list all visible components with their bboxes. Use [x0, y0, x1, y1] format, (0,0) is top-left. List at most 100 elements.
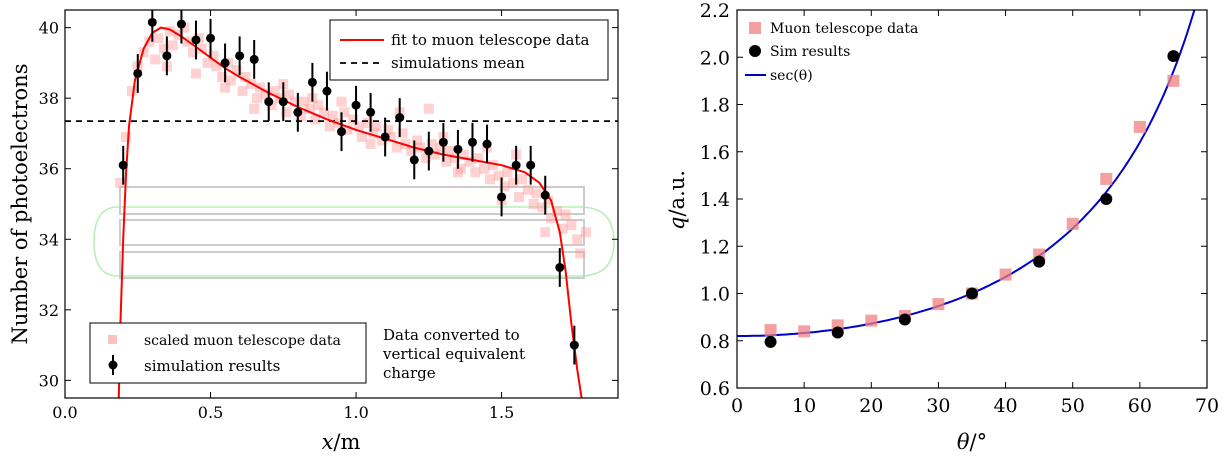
sim-point [1033, 255, 1046, 268]
simulation-point [176, 19, 186, 29]
left-legend-top: fit to muon telescope data simulations m… [329, 19, 609, 81]
telescope-point [385, 131, 396, 142]
sim-point [1100, 193, 1113, 205]
telescope-point [179, 22, 190, 33]
legend-sim-marker-right [749, 45, 761, 57]
x-tick-label: 60 [1128, 395, 1152, 417]
telescope-point [531, 188, 542, 199]
right-y-unit: /a.u. [665, 170, 689, 216]
simulation-point [351, 100, 361, 110]
telescope-point [342, 124, 353, 135]
telescope-point [295, 110, 306, 121]
telescope-point [537, 202, 548, 213]
telescope-point [566, 220, 577, 231]
simulation-point [307, 77, 317, 87]
telescope-point [487, 160, 498, 171]
telescope-point [1066, 217, 1079, 230]
telescope-point [319, 107, 330, 118]
telescope-point [575, 248, 586, 259]
y-tick-label: 1.0 [700, 284, 730, 306]
telescope-point [190, 68, 201, 79]
telescope-point [391, 142, 402, 153]
sim-point [831, 326, 844, 339]
simulation-point [409, 155, 419, 165]
left-legend-bottom: scaled muon telescope data simulation re… [89, 322, 367, 384]
telescope-point [470, 167, 481, 178]
telescope-point [371, 121, 382, 132]
telescope-point [281, 107, 292, 118]
telescope-point [144, 36, 155, 47]
telescope-point [435, 142, 446, 153]
telescope-point [508, 177, 519, 188]
simulation-point [482, 139, 492, 149]
sim-point [898, 313, 911, 326]
telescope-point [543, 195, 554, 206]
telescope-point [252, 93, 263, 104]
telescope-point [368, 128, 379, 139]
telescope-point [493, 170, 504, 181]
telescope-point [546, 213, 557, 224]
simulation-point [555, 262, 565, 272]
y-tick-label: 1.2 [700, 236, 730, 258]
telescope-point [225, 75, 236, 86]
telescope-point [406, 146, 417, 157]
telescope-point [289, 96, 300, 107]
telescope-point [298, 96, 309, 107]
left-x-axis-label: x/m [322, 430, 361, 454]
telescope-point [339, 107, 350, 118]
telescope-point [458, 149, 469, 160]
telescope-point [327, 110, 338, 121]
left-chart: 0.0 0.5 1.0 1.5 30 32 34 36 38 40 Number of phot… [8, 9, 619, 454]
x-tick-label: 20 [859, 395, 883, 417]
telescope-point [572, 234, 583, 245]
left-y-axis-label: Number of photoelectrons [8, 64, 32, 345]
telescope-point [240, 72, 251, 83]
simulation-point [206, 33, 216, 43]
telescope-point [540, 227, 551, 238]
legend-sim-marker [108, 360, 118, 370]
annotation-line-1: Data converted to [383, 326, 520, 344]
telescope-point [764, 324, 777, 337]
simulation-point [569, 340, 579, 350]
telescope-point [365, 139, 376, 150]
telescope-point [415, 142, 426, 153]
telescope-point [444, 146, 455, 157]
simulation-point [147, 17, 157, 27]
left-y-ticks: 30 32 34 36 38 40 [39, 19, 618, 390]
simulation-point [395, 113, 405, 123]
y-tick-label: 1.6 [700, 142, 730, 164]
telescope-point [356, 131, 367, 142]
annotation-line-3: charge [383, 364, 436, 382]
simulation-point [293, 107, 303, 117]
telescope-point [1033, 248, 1046, 261]
simulation-point [278, 97, 288, 107]
telescope-point [126, 86, 137, 97]
telescope-point [164, 26, 175, 37]
x-tick-label: 10 [792, 395, 816, 417]
telescope-point [150, 54, 161, 65]
telescope-point [153, 33, 164, 44]
telescope-point [383, 124, 394, 135]
telescope-point [310, 114, 321, 125]
right-y-var: q [665, 217, 689, 230]
legend-telescope-label-right: Muon telescope data [770, 21, 918, 37]
telescope-point [560, 209, 571, 220]
telescope-point [473, 153, 484, 164]
x-tick-label: 1.0 [343, 403, 368, 422]
simulation-point [424, 146, 434, 156]
simulation-point [322, 86, 332, 96]
right-y-ticks: 0.6 0.8 1.0 1.2 1.4 1.6 1.8 2.0 2.2 [700, 0, 1207, 400]
simulation-point [526, 160, 536, 170]
simulation-point [162, 51, 172, 61]
telescope-point [208, 50, 219, 61]
left-x-unit: /m [333, 430, 360, 454]
telescope-point [865, 314, 878, 327]
sim-point [1167, 50, 1180, 63]
telescope-point [551, 206, 562, 217]
y-tick-label: 34 [39, 230, 59, 249]
module-slab-1 [119, 186, 585, 215]
legend-telescope-swatch [108, 335, 117, 344]
left-x-ticks: 0.0 0.5 1.0 1.5 [52, 10, 514, 422]
right-x-var: θ [957, 430, 970, 454]
